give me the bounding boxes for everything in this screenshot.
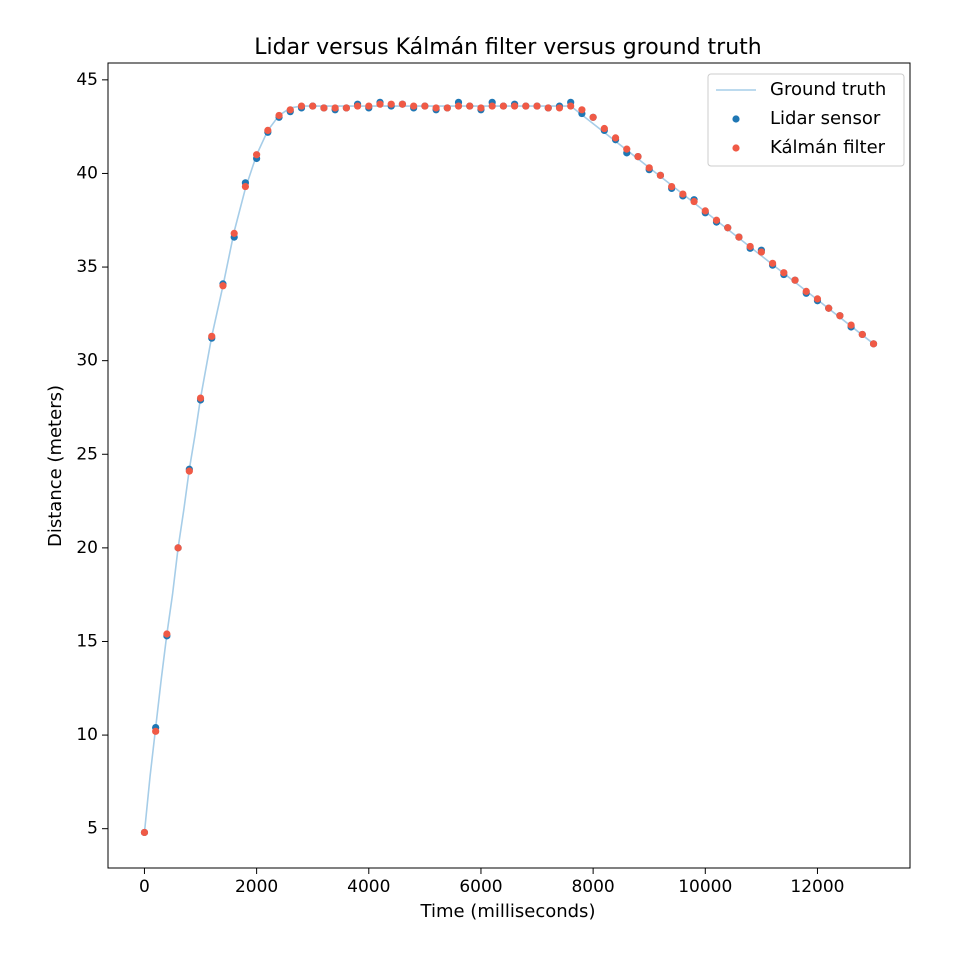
point xyxy=(477,104,485,112)
point xyxy=(410,102,418,110)
point xyxy=(208,332,216,340)
point xyxy=(275,111,283,120)
point xyxy=(735,233,743,241)
point xyxy=(196,394,205,402)
y-tick-label: 45 xyxy=(76,70,98,90)
x-axis-label: Time (milliseconds) xyxy=(420,901,596,922)
point xyxy=(230,229,238,237)
point xyxy=(712,216,721,224)
y-tick-label: 25 xyxy=(76,444,98,464)
y-tick-label: 40 xyxy=(76,163,98,183)
point xyxy=(331,104,339,112)
point xyxy=(398,100,407,108)
point xyxy=(533,102,541,110)
point xyxy=(589,113,597,121)
point xyxy=(432,104,440,112)
point xyxy=(690,197,698,206)
point xyxy=(488,102,496,110)
point xyxy=(387,100,395,108)
x-tick-label: 4000 xyxy=(347,877,390,897)
point xyxy=(320,104,328,112)
point xyxy=(656,171,665,179)
point xyxy=(174,544,182,552)
point xyxy=(544,104,552,112)
x-tick-label: 12000 xyxy=(790,877,844,897)
point xyxy=(499,102,507,110)
ground-truth-line xyxy=(143,105,875,833)
point xyxy=(152,727,160,735)
legend-box xyxy=(707,73,905,167)
point xyxy=(780,269,788,277)
point xyxy=(813,295,822,303)
y-tick-label: 10 xyxy=(76,725,98,745)
point xyxy=(376,100,384,108)
point xyxy=(286,106,294,114)
point xyxy=(847,321,855,329)
point xyxy=(578,106,586,114)
point xyxy=(454,102,463,110)
point xyxy=(611,134,620,142)
point xyxy=(297,102,306,110)
point xyxy=(185,467,193,475)
point xyxy=(253,151,261,159)
point xyxy=(679,190,687,198)
plot-frame xyxy=(107,62,911,869)
point xyxy=(623,145,631,153)
point xyxy=(466,102,474,110)
point xyxy=(836,312,844,320)
x-tick-label: 0 xyxy=(139,877,150,897)
point xyxy=(701,207,709,215)
y-axis-label: Distance (meters) xyxy=(45,385,66,547)
point xyxy=(567,102,575,110)
point xyxy=(757,248,765,256)
point xyxy=(600,124,608,133)
point xyxy=(140,828,149,837)
x-tick-label: 8000 xyxy=(571,877,614,897)
point xyxy=(241,182,250,191)
y-tick-label: 5 xyxy=(87,819,98,839)
legend-label: Ground truth xyxy=(770,79,886,100)
point xyxy=(802,287,810,295)
point xyxy=(421,102,429,110)
point xyxy=(645,164,653,172)
point xyxy=(668,182,676,191)
point xyxy=(443,104,451,112)
point xyxy=(163,630,171,638)
chart-title: Lidar versus Kálmán filter versus ground… xyxy=(254,35,761,60)
y-tick-label: 35 xyxy=(76,257,98,277)
point xyxy=(511,102,519,110)
legend-label: Lidar sensor xyxy=(770,108,881,129)
legend-label: Kálmán filter xyxy=(770,137,886,158)
point xyxy=(342,104,350,112)
point xyxy=(858,330,866,339)
legend-marker xyxy=(732,144,740,152)
point xyxy=(264,126,272,134)
point xyxy=(746,242,754,251)
point xyxy=(768,259,777,267)
point xyxy=(791,276,799,284)
y-tick-label: 20 xyxy=(76,538,98,558)
point xyxy=(522,102,530,110)
point xyxy=(365,102,373,110)
point xyxy=(724,224,732,232)
legend-marker xyxy=(732,115,740,123)
y-tick-label: 15 xyxy=(76,631,98,651)
x-tick-label: 10000 xyxy=(678,877,732,897)
point xyxy=(353,102,362,110)
point xyxy=(219,282,227,290)
point xyxy=(309,102,317,110)
point xyxy=(825,304,833,312)
point xyxy=(555,104,564,112)
point xyxy=(634,153,642,161)
plot-area xyxy=(140,98,878,837)
x-tick-label: 6000 xyxy=(459,877,502,897)
y-tick-label: 30 xyxy=(76,351,98,371)
point xyxy=(869,340,878,348)
x-tick-label: 2000 xyxy=(235,877,278,897)
